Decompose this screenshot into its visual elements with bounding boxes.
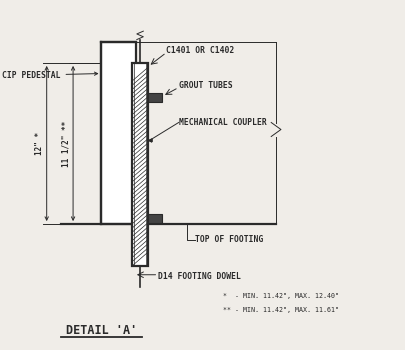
Text: ** - MIN. 11.42", MAX. 11.61": ** - MIN. 11.42", MAX. 11.61" <box>223 307 339 313</box>
FancyBboxPatch shape <box>148 93 162 102</box>
Text: 12" *: 12" * <box>35 132 44 155</box>
Text: GROUT TUBES: GROUT TUBES <box>178 81 232 90</box>
Text: *  - MIN. 11.42", MAX. 12.40": * - MIN. 11.42", MAX. 12.40" <box>223 293 339 299</box>
Text: TOP OF FOOTING: TOP OF FOOTING <box>194 235 262 244</box>
Text: C1401 OR C1402: C1401 OR C1402 <box>166 46 234 55</box>
Bar <box>132 63 148 266</box>
Text: D14 FOOTING DOWEL: D14 FOOTING DOWEL <box>158 272 241 281</box>
Text: MECHANICAL COUPLER: MECHANICAL COUPLER <box>178 118 266 127</box>
Text: 11 1/2" **: 11 1/2" ** <box>61 120 70 167</box>
Bar <box>101 42 136 224</box>
Text: DETAIL 'A': DETAIL 'A' <box>66 324 137 337</box>
Text: CIP PEDESTAL: CIP PEDESTAL <box>2 71 97 80</box>
Bar <box>134 63 146 266</box>
FancyBboxPatch shape <box>148 214 162 223</box>
